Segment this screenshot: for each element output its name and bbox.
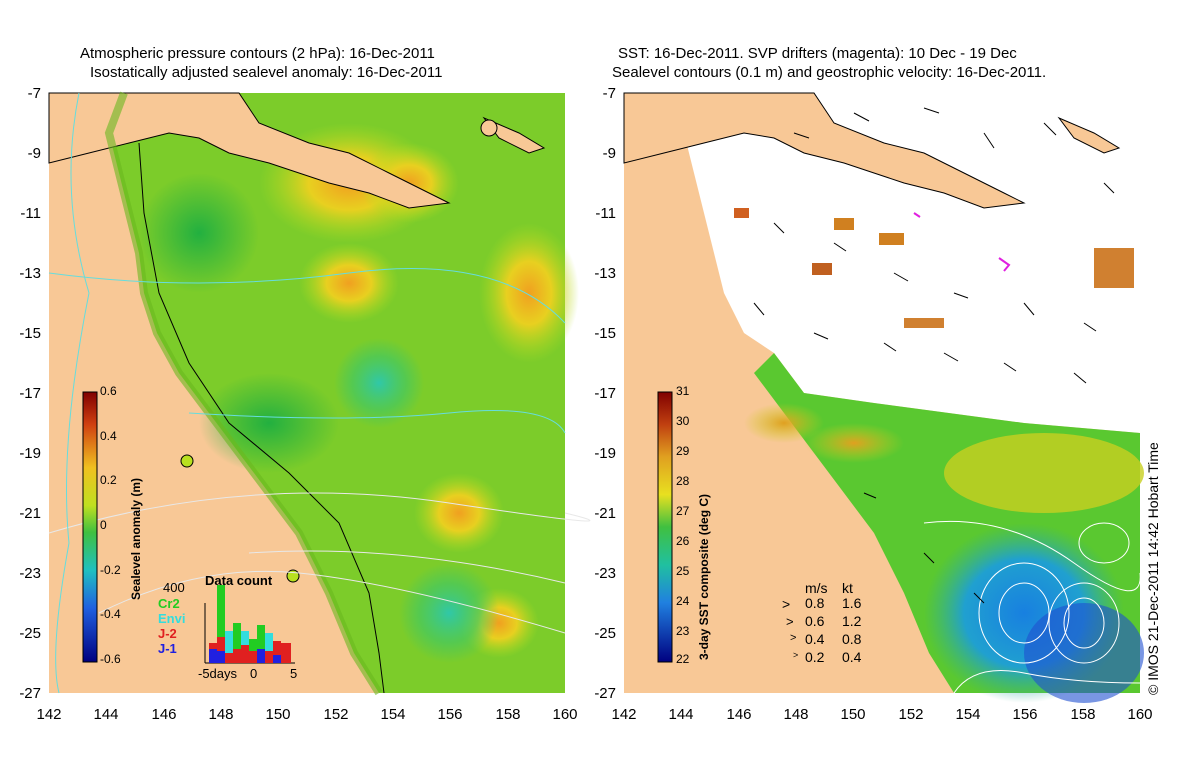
left-x-tick: 154 xyxy=(380,706,406,723)
left-y-tick: -9 xyxy=(27,145,41,162)
right-x-tick: 146 xyxy=(726,706,752,723)
inset-legend-envi: Envi xyxy=(158,611,186,626)
velocity-legend-ms: 0.6 xyxy=(805,613,825,629)
left-title-line1: Atmospheric pressure contours (2 hPa): 1… xyxy=(80,45,435,62)
right-y-tick: -23 xyxy=(594,565,616,582)
right-y-tick: -21 xyxy=(594,505,616,522)
left-y-tick: -13 xyxy=(19,265,41,282)
left-colorbar xyxy=(82,391,98,663)
left-x-tick: 156 xyxy=(437,706,463,723)
new-guinea-land xyxy=(48,92,451,209)
left-x-tick: 148 xyxy=(208,706,234,723)
inset-xlabel-zero: 0 xyxy=(250,666,258,681)
velocity-arrow-icon: > xyxy=(782,596,791,612)
left-y-tick: -15 xyxy=(19,325,41,342)
right-x-tick: 142 xyxy=(611,706,637,723)
left-colorbar-tick: 0.4 xyxy=(100,429,117,443)
right-x-tick: 154 xyxy=(955,706,981,723)
left-colorbar-tick: 0 xyxy=(100,518,107,532)
left-y-tick: -23 xyxy=(19,565,41,582)
right-colorbar-tick: 26 xyxy=(676,534,690,548)
right-title-line2: Sealevel contours (0.1 m) and geostrophi… xyxy=(612,64,1047,81)
right-colorbar-tick: 27 xyxy=(676,504,690,518)
left-y-tick: -17 xyxy=(19,385,41,402)
velocity-legend-ms: 0.4 xyxy=(805,631,825,647)
right-colorbar-tick: 30 xyxy=(676,414,690,428)
velocity-legend-ms: 0.2 xyxy=(805,649,825,665)
right-x-tick: 160 xyxy=(1127,706,1153,723)
right-y-tick: -15 xyxy=(594,325,616,342)
data-count-histogram xyxy=(204,585,295,664)
right-y-tick: -9 xyxy=(602,145,616,162)
left-x-tick: 144 xyxy=(93,706,119,723)
right-y-tick: -13 xyxy=(594,265,616,282)
left-colorbar-tick: -0.2 xyxy=(100,563,121,577)
right-colorbar-tick: 24 xyxy=(676,594,690,608)
right-colorbar-tick: 28 xyxy=(676,474,690,488)
right-y-tick: -17 xyxy=(594,385,616,402)
left-y-tick: -25 xyxy=(19,625,41,642)
right-colorbar-label: 3-day SST composite (deg C) xyxy=(697,493,711,660)
velocity-legend-ms-header: m/s xyxy=(805,580,828,596)
inset-legend-j2: J-2 xyxy=(158,626,177,641)
right-x-tick: 156 xyxy=(1012,706,1038,723)
left-colorbar-tick: -0.6 xyxy=(100,652,121,666)
velocity-legend-kt-header: kt xyxy=(842,580,853,596)
right-colorbar-tick: 23 xyxy=(676,624,690,638)
velocity-legend-kt: 0.8 xyxy=(842,631,862,647)
left-x-tick: 152 xyxy=(323,706,349,723)
right-x-tick: 148 xyxy=(783,706,809,723)
left-y-tick: -11 xyxy=(20,205,41,222)
right-colorbar-tick: 29 xyxy=(676,444,690,458)
left-x-tick: 142 xyxy=(36,706,62,723)
velocity-legend-kt: 1.6 xyxy=(842,595,862,611)
inset-legend-j1: J-1 xyxy=(158,641,177,656)
left-title-line2: Isostatically adjusted sealevel anomaly:… xyxy=(90,64,443,81)
velocity-arrow-icon: > xyxy=(793,650,799,660)
velocity-legend-kt: 1.2 xyxy=(842,613,862,629)
right-colorbar-tick: 31 xyxy=(676,384,690,398)
left-y-tick: -27 xyxy=(19,685,41,702)
left-y-tick: -19 xyxy=(19,445,41,462)
left-x-tick: 150 xyxy=(265,706,291,723)
inset-ymax-label: 400 xyxy=(163,580,185,595)
right-x-tick: 150 xyxy=(840,706,866,723)
right-x-tick: 158 xyxy=(1070,706,1096,723)
velocity-legend-ms: 0.8 xyxy=(805,595,825,611)
right-y-tick: -11 xyxy=(595,205,616,222)
right-map xyxy=(623,92,1144,703)
right-colorbar-tick: 25 xyxy=(676,564,690,578)
right-x-tick: 144 xyxy=(668,706,694,723)
left-x-tick: 146 xyxy=(151,706,177,723)
velocity-arrow-icon: > xyxy=(786,614,794,629)
imos-credit: © IMOS 21-Dec-2011 14:42 Hobart Time xyxy=(1145,442,1161,695)
velocity-legend-kt: 0.4 xyxy=(842,649,862,665)
right-y-tick: -25 xyxy=(594,625,616,642)
left-x-tick: 160 xyxy=(552,706,578,723)
velocity-arrow-icon: > xyxy=(790,632,797,644)
histogram-bars xyxy=(209,585,291,663)
left-colorbar-tick: -0.4 xyxy=(100,607,121,621)
right-x-tick: 152 xyxy=(898,706,924,723)
left-y-tick: -7 xyxy=(27,85,41,102)
left-colorbar-label: Sealevel anomaly (m) xyxy=(129,477,143,600)
right-y-tick: -7 xyxy=(602,85,616,102)
left-colorbar-tick: 0.6 xyxy=(100,384,117,398)
left-map xyxy=(48,91,591,696)
left-y-tick: -21 xyxy=(19,505,41,522)
right-colorbar xyxy=(657,391,673,663)
inset-xlabel-end: 5 xyxy=(290,666,298,681)
inset-legend-cr2: Cr2 xyxy=(158,596,180,611)
right-y-tick: -27 xyxy=(594,685,616,702)
left-colorbar-tick: 0.2 xyxy=(100,473,117,487)
right-title-line1: SST: 16-Dec-2011. SVP drifters (magenta)… xyxy=(618,45,1017,62)
right-colorbar-tick: 22 xyxy=(676,652,690,666)
left-x-tick: 158 xyxy=(495,706,521,723)
right-y-tick: -19 xyxy=(594,445,616,462)
inset-title: Data count xyxy=(205,573,273,588)
inset-xlabel-start: -5days xyxy=(198,666,238,681)
